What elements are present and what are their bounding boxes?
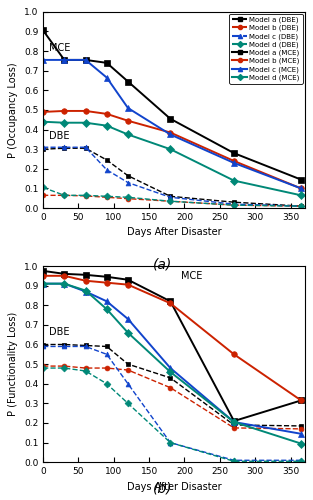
Legend: Model a (DBE), Model b (DBE), Model c (DBE), Model d (DBE), Model a (MCE), Model: Model a (DBE), Model b (DBE), Model c (D… [229, 14, 303, 84]
Text: DBE: DBE [49, 326, 69, 336]
X-axis label: Days After Disaster: Days After Disaster [126, 228, 221, 237]
Text: MCE: MCE [181, 271, 202, 281]
Y-axis label: P (Functionality Loss): P (Functionality Loss) [8, 312, 18, 416]
Text: MCE: MCE [49, 43, 70, 53]
Text: DBE: DBE [49, 132, 69, 141]
Text: (a): (a) [153, 258, 172, 272]
X-axis label: Days After Disaster: Days After Disaster [126, 482, 221, 492]
Y-axis label: P (Occupancy Loss): P (Occupancy Loss) [8, 62, 18, 158]
Text: (b): (b) [153, 481, 172, 495]
